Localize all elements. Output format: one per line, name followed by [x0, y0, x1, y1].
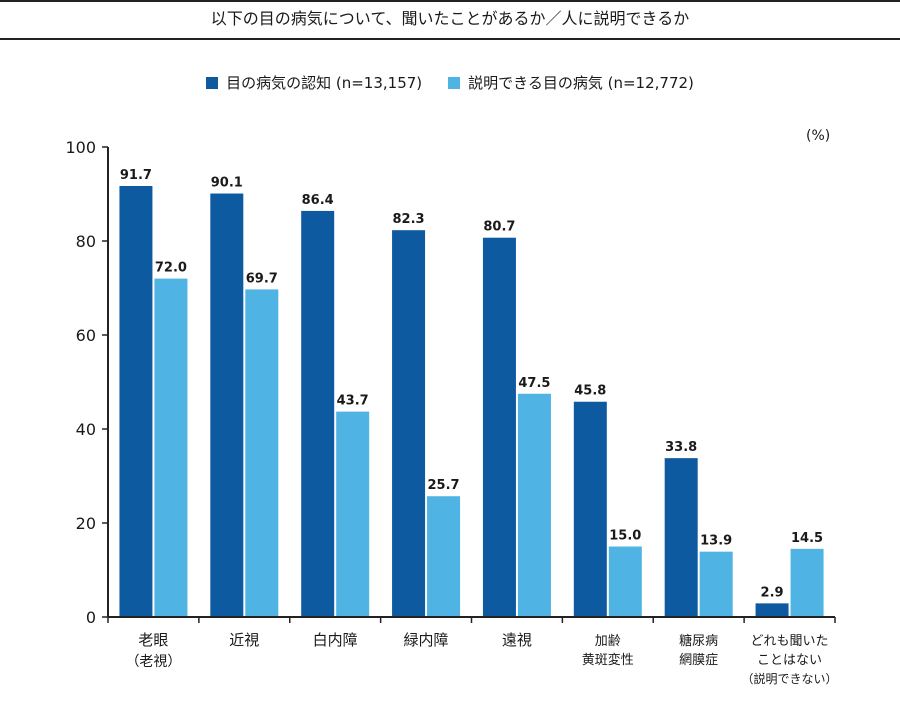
bar-s0-0: [119, 186, 153, 617]
value-label-s1-7: 14.5: [791, 531, 823, 546]
bar-s0-4: [482, 237, 516, 617]
bar-s0-6: [664, 458, 698, 617]
bar-s0-7: [755, 603, 789, 617]
value-label-s0-0: 91.7: [120, 168, 152, 183]
legend-swatch-awareness: [206, 76, 219, 89]
value-label-s1-2: 43.7: [337, 394, 369, 409]
y-tick-label-0: 0: [86, 608, 96, 627]
value-label-s0-3: 82.3: [393, 212, 425, 227]
x-label-5-0: 加齢: [595, 634, 621, 649]
bar-s1-6: [699, 551, 733, 617]
bar-s1-4: [517, 393, 551, 617]
y-tick-label-5: 100: [65, 138, 96, 157]
bar-s1-0: [154, 278, 188, 617]
bar-s1-7: [790, 548, 824, 617]
value-label-s1-1: 69.7: [246, 271, 278, 286]
x-label-6-1: 網膜症: [679, 653, 718, 668]
legend-item-explainable: 説明できる目の病気 (n=12,772): [448, 72, 694, 93]
bar-s0-5: [573, 401, 607, 617]
x-label-1-0: 近視: [229, 631, 259, 649]
y-tick-label-2: 40: [76, 420, 96, 439]
bar-s0-3: [392, 230, 426, 617]
x-label-7-2: （説明できない）: [742, 671, 838, 686]
bar-s1-5: [608, 546, 642, 617]
value-label-s0-7: 2.9: [761, 585, 784, 600]
y-tick-label-4: 80: [76, 232, 96, 251]
title-rule: [0, 38, 900, 40]
value-label-s1-6: 13.9: [700, 534, 732, 549]
x-label-5-1: 黄斑変性: [582, 652, 634, 668]
legend-item-awareness: 目の病気の認知 (n=13,157): [206, 72, 422, 93]
value-label-s1-4: 47.5: [518, 376, 550, 391]
x-label-0-0: 老眼: [138, 631, 168, 649]
x-label-2-0: 白内障: [313, 631, 358, 649]
unit-label: (%): [806, 128, 831, 144]
x-label-7-1: ことはない: [757, 653, 822, 668]
x-label-6-0: 糖尿病: [679, 633, 718, 649]
x-label-3-0: 緑内障: [404, 631, 449, 649]
chart-title: 以下の目の病気について、聞いたことがあるか／人に説明できるか: [210, 9, 690, 28]
value-label-s1-0: 72.0: [155, 261, 187, 276]
value-label-s1-3: 25.7: [428, 478, 460, 493]
value-label-s1-5: 15.0: [609, 529, 641, 544]
x-label-0-1: （老視）: [125, 654, 181, 670]
value-label-s0-5: 45.8: [574, 384, 606, 399]
value-label-s0-1: 90.1: [211, 176, 243, 191]
x-label-4-0: 遠視: [502, 631, 532, 649]
bar-s1-3: [427, 496, 461, 617]
legend-label-awareness: 目の病気の認知 (n=13,157): [226, 74, 423, 92]
legend: 目の病気の認知 (n=13,157) 説明できる目の病気 (n=12,772): [0, 72, 900, 93]
top-rule: [0, 0, 900, 2]
bar-s1-2: [336, 411, 370, 617]
bar-s0-1: [210, 193, 244, 617]
bar-s0-2: [301, 210, 335, 618]
y-tick-label-3: 60: [76, 326, 96, 345]
bar-s1-1: [245, 289, 279, 617]
x-label-7-0: どれも聞いた: [751, 634, 829, 649]
legend-label-explainable: 説明できる目の病気 (n=12,772): [468, 74, 694, 92]
value-label-s0-6: 33.8: [665, 440, 697, 455]
value-label-s0-4: 80.7: [483, 220, 515, 235]
value-label-s0-2: 86.4: [302, 193, 334, 208]
y-tick-label-1: 20: [76, 514, 96, 533]
legend-swatch-explainable: [448, 76, 461, 89]
